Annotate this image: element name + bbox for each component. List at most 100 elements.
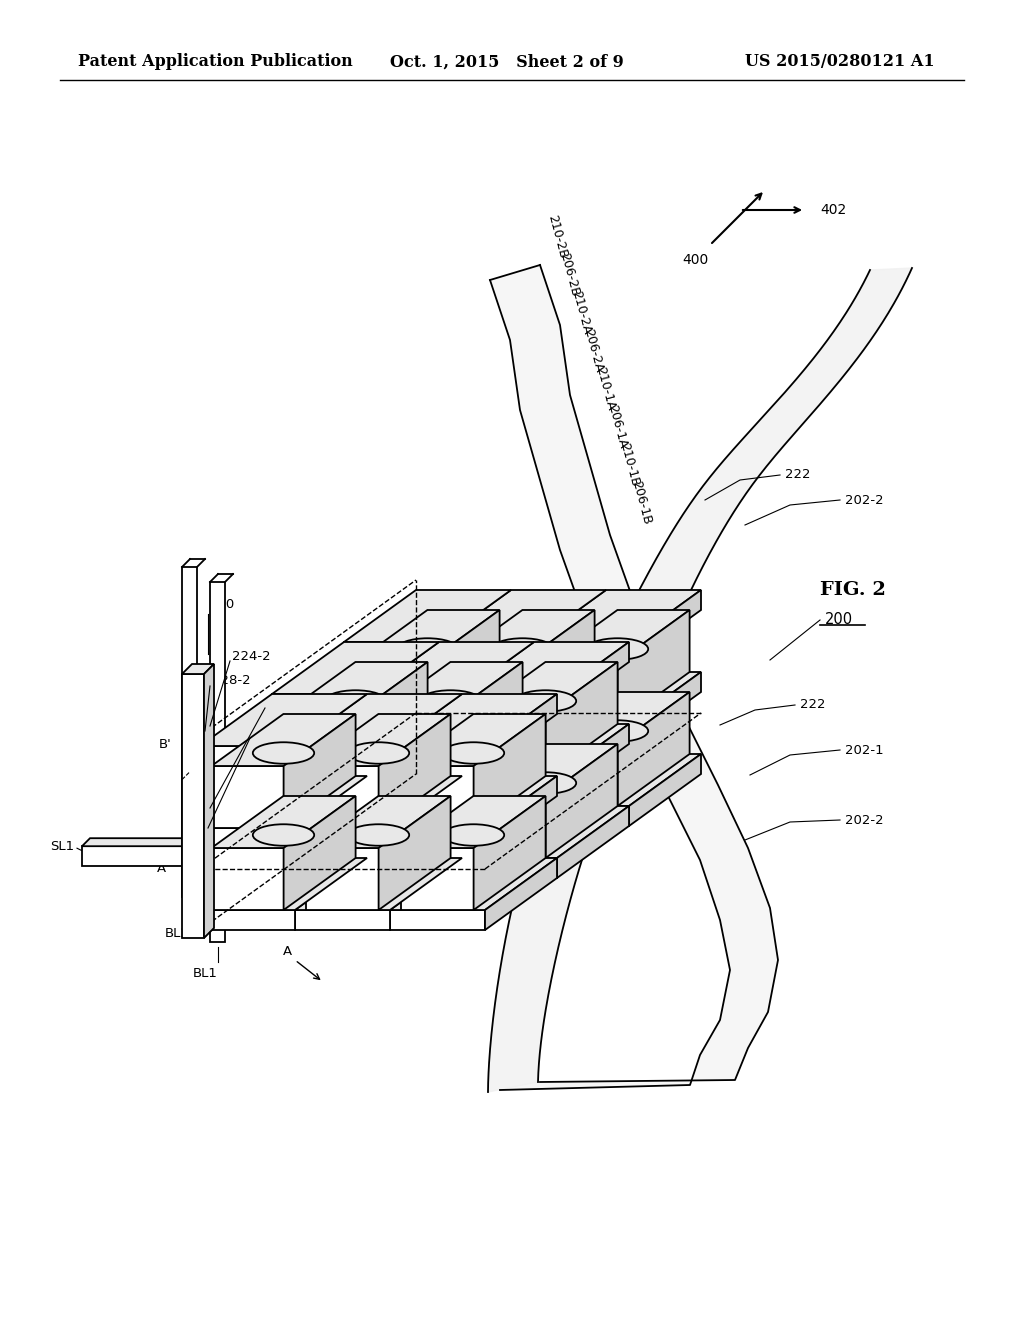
- Polygon shape: [390, 776, 557, 828]
- Text: B: B: [280, 843, 289, 857]
- Polygon shape: [306, 796, 451, 847]
- Polygon shape: [295, 858, 462, 909]
- Polygon shape: [401, 714, 546, 766]
- Ellipse shape: [515, 772, 577, 793]
- Polygon shape: [534, 754, 701, 807]
- Ellipse shape: [587, 721, 648, 742]
- Ellipse shape: [587, 639, 648, 660]
- Polygon shape: [401, 766, 473, 828]
- Ellipse shape: [253, 824, 314, 846]
- Polygon shape: [451, 663, 522, 723]
- Ellipse shape: [420, 690, 481, 711]
- Polygon shape: [617, 610, 689, 723]
- Bar: [182, 568, 197, 898]
- Polygon shape: [534, 590, 701, 642]
- Polygon shape: [284, 744, 428, 796]
- Polygon shape: [200, 776, 367, 828]
- Polygon shape: [546, 663, 617, 776]
- Polygon shape: [490, 265, 778, 1090]
- Polygon shape: [367, 694, 462, 714]
- Polygon shape: [451, 663, 522, 776]
- Polygon shape: [204, 664, 214, 939]
- Polygon shape: [629, 672, 701, 744]
- Polygon shape: [629, 590, 701, 663]
- Polygon shape: [401, 796, 546, 847]
- Text: 210-1A: 210-1A: [593, 366, 617, 412]
- Polygon shape: [390, 909, 485, 931]
- Ellipse shape: [420, 772, 481, 793]
- Text: 224-2: 224-2: [232, 649, 270, 663]
- Polygon shape: [473, 796, 546, 909]
- Polygon shape: [462, 858, 557, 878]
- Polygon shape: [546, 610, 689, 663]
- Text: A: A: [283, 945, 292, 958]
- Text: 206-2B: 206-2B: [557, 251, 582, 298]
- Polygon shape: [439, 723, 534, 744]
- Polygon shape: [462, 807, 629, 858]
- Polygon shape: [522, 692, 595, 807]
- Polygon shape: [344, 807, 439, 826]
- Polygon shape: [367, 776, 462, 796]
- Polygon shape: [534, 642, 629, 663]
- Polygon shape: [473, 744, 617, 796]
- Polygon shape: [379, 796, 451, 909]
- Polygon shape: [211, 796, 355, 847]
- Polygon shape: [462, 642, 629, 694]
- Polygon shape: [355, 744, 428, 807]
- Text: 500: 500: [210, 598, 236, 610]
- Polygon shape: [451, 610, 595, 663]
- Text: US 2015/0280121 A1: US 2015/0280121 A1: [745, 54, 935, 70]
- Polygon shape: [355, 610, 500, 663]
- Polygon shape: [439, 754, 606, 807]
- Polygon shape: [272, 858, 367, 878]
- Polygon shape: [284, 796, 355, 909]
- Ellipse shape: [397, 721, 458, 742]
- Polygon shape: [379, 714, 451, 776]
- Polygon shape: [295, 909, 390, 931]
- Polygon shape: [272, 776, 367, 796]
- Polygon shape: [522, 610, 595, 723]
- Polygon shape: [390, 746, 485, 766]
- Polygon shape: [379, 796, 451, 858]
- Polygon shape: [485, 694, 557, 766]
- Polygon shape: [355, 663, 428, 776]
- Polygon shape: [488, 268, 912, 1092]
- Polygon shape: [295, 828, 390, 847]
- Text: 402: 402: [820, 203, 846, 216]
- Polygon shape: [355, 663, 428, 723]
- Polygon shape: [295, 694, 462, 746]
- Text: 228-2: 228-2: [212, 675, 251, 688]
- Polygon shape: [379, 714, 451, 828]
- Ellipse shape: [325, 690, 386, 711]
- Polygon shape: [211, 847, 284, 909]
- Polygon shape: [390, 694, 557, 746]
- Polygon shape: [451, 744, 522, 807]
- Polygon shape: [367, 723, 534, 776]
- Ellipse shape: [515, 690, 577, 711]
- Polygon shape: [200, 746, 295, 766]
- Polygon shape: [284, 663, 428, 714]
- Polygon shape: [557, 642, 629, 714]
- Polygon shape: [284, 714, 355, 776]
- Polygon shape: [367, 807, 534, 858]
- Polygon shape: [367, 642, 534, 694]
- Polygon shape: [390, 858, 557, 909]
- Text: Patent Application Publication: Patent Application Publication: [78, 54, 352, 70]
- Polygon shape: [428, 692, 500, 807]
- Polygon shape: [439, 590, 606, 642]
- Polygon shape: [200, 858, 367, 909]
- Bar: [82, 846, 198, 866]
- Ellipse shape: [325, 772, 386, 793]
- Polygon shape: [355, 692, 500, 744]
- Polygon shape: [557, 723, 629, 796]
- Polygon shape: [344, 672, 511, 723]
- Polygon shape: [485, 776, 557, 847]
- Polygon shape: [344, 723, 439, 744]
- Ellipse shape: [492, 721, 553, 742]
- Polygon shape: [546, 692, 689, 744]
- Polygon shape: [272, 642, 439, 694]
- Polygon shape: [546, 744, 617, 858]
- Ellipse shape: [442, 824, 504, 846]
- Polygon shape: [534, 807, 629, 826]
- Polygon shape: [344, 642, 439, 663]
